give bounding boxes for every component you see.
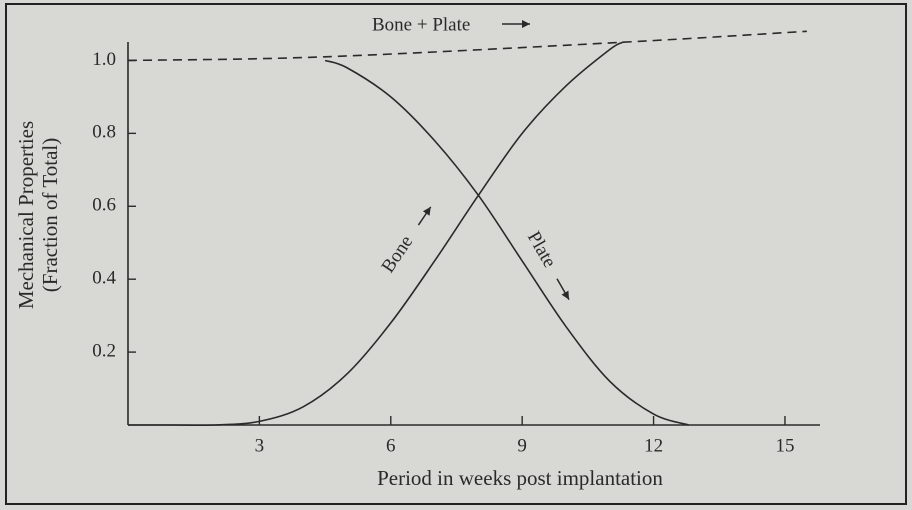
y-tick-label: 0.2 xyxy=(92,340,116,361)
series-line xyxy=(127,41,624,427)
plate-annotation: Plate xyxy=(523,228,570,300)
y-axis-label: (Fraction of Total) xyxy=(38,138,62,292)
y-tick-label: 0.6 xyxy=(92,195,116,216)
x-axis-label: Period in weeks post implantation xyxy=(377,466,663,490)
arrow-head xyxy=(422,206,431,216)
frame xyxy=(5,3,907,505)
x-tick-label: 15 xyxy=(775,435,794,456)
x-tick-label: 9 xyxy=(517,435,527,456)
series-label: Bone xyxy=(377,232,417,277)
bone-annotation: Bone xyxy=(377,206,432,277)
series-label: Bone + Plate xyxy=(372,14,470,35)
y-tick-label: 0.8 xyxy=(92,122,116,143)
x-tick-label: 3 xyxy=(255,435,265,456)
series-label: Plate xyxy=(523,228,560,271)
y-tick-label: 0.4 xyxy=(92,268,116,289)
x-tick-label: 12 xyxy=(644,435,663,456)
y-axis-label: Mechanical Properties xyxy=(14,121,38,309)
arrow-head xyxy=(561,290,569,300)
bone-plate-annotation: Bone + Plate xyxy=(372,14,530,35)
series-line xyxy=(127,30,807,62)
arrow-head xyxy=(522,20,530,28)
series-line xyxy=(324,59,689,426)
x-tick-label: 6 xyxy=(386,435,396,456)
y-tick-label: 1.0 xyxy=(92,49,116,70)
